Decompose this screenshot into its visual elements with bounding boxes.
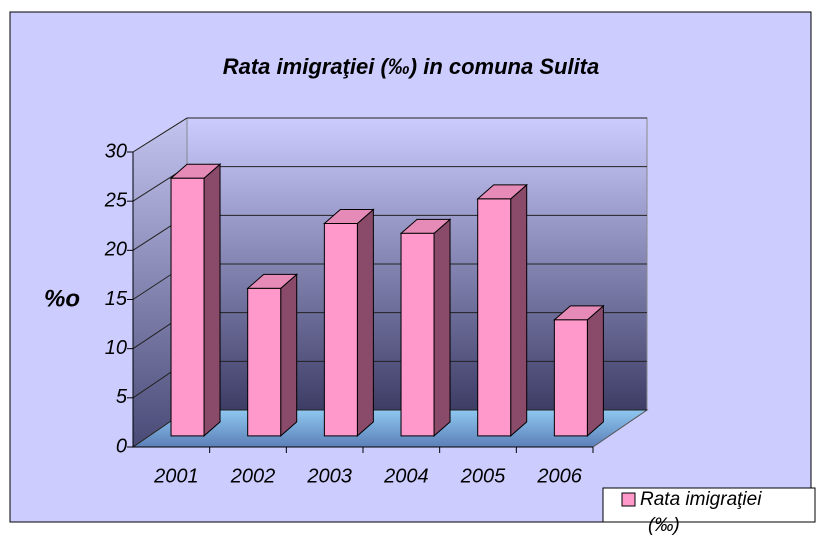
x-tick-label: 2004	[383, 465, 429, 487]
x-tick-label: 2006	[536, 465, 582, 487]
chart-title: Rata imigraţiei (‰) in comuna Sulita	[223, 54, 600, 79]
x-tick-label: 2001	[153, 465, 199, 487]
bar-side	[433, 218, 451, 438]
bar-front	[400, 232, 435, 437]
bar-side	[510, 183, 528, 438]
bar	[169, 163, 222, 438]
y-axis-label: %o	[44, 285, 80, 312]
y-tick-label: 5	[116, 386, 128, 408]
grid-line	[132, 117, 188, 153]
x-tick-label: 2005	[460, 465, 506, 487]
bar-front	[170, 177, 205, 437]
x-tick-label: 2002	[230, 465, 276, 487]
bar-side	[203, 163, 221, 438]
y-tick-label: 10	[105, 337, 127, 359]
y-tick-label: 20	[104, 239, 127, 261]
bar-side	[356, 208, 374, 438]
bar	[246, 273, 299, 438]
bar	[323, 208, 375, 438]
bar	[476, 183, 529, 438]
bar-front	[323, 223, 358, 437]
bar-side	[280, 273, 298, 438]
bar	[553, 304, 605, 438]
bar	[399, 218, 452, 438]
x-tick-label: 2003	[306, 465, 352, 487]
y-tick-label: 25	[104, 189, 128, 211]
y-tick-label: 0	[116, 435, 127, 457]
y-tick-label: 15	[105, 288, 128, 310]
bar-front	[477, 198, 512, 437]
legend-label: Rata imigraţiei (‰)	[640, 489, 762, 536]
bar-side	[586, 304, 604, 438]
bar-front	[553, 319, 588, 437]
y-tick-label: 30	[105, 140, 127, 162]
bar-front	[247, 287, 282, 437]
legend	[602, 487, 816, 523]
legend-swatch	[621, 492, 636, 507]
